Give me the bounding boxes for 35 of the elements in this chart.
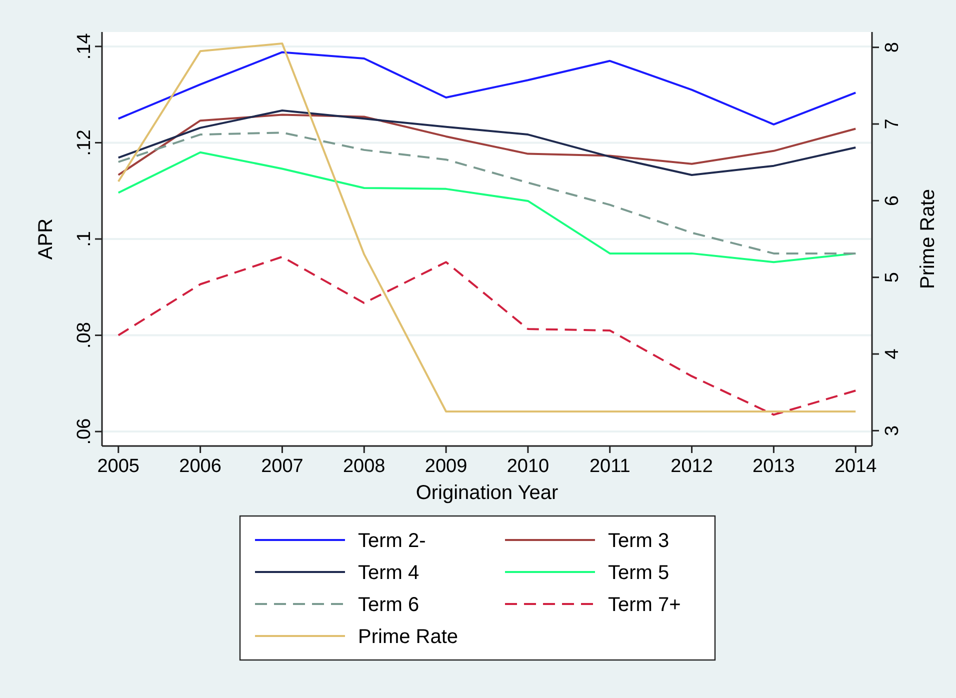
x-tick-label: 2007 xyxy=(261,456,304,477)
x-axis-title: Origination Year xyxy=(416,482,558,504)
x-tick-label: 2006 xyxy=(179,456,222,477)
y2-axis-title: Prime Rate xyxy=(917,188,939,290)
y2-tick-label: 6 xyxy=(882,195,903,206)
line-series xyxy=(117,132,857,254)
y-tick-label: .08 xyxy=(74,322,95,348)
legend-label: Term 6 xyxy=(358,594,420,616)
x-tick-label: 2014 xyxy=(834,456,878,477)
x-tick-label: 2009 xyxy=(424,456,468,477)
legend-label: Term 2- xyxy=(358,530,426,552)
x-tick-label: 2012 xyxy=(670,456,713,477)
x-tick-label: 2005 xyxy=(97,456,140,477)
legend-label: Term 4 xyxy=(358,562,420,584)
y2-tick-label: 5 xyxy=(882,272,903,283)
y-tick-label: .06 xyxy=(74,418,95,445)
legend-label: Prime Rate xyxy=(358,626,458,648)
y2-tick-label: 7 xyxy=(882,118,903,130)
x-tick-label: 2008 xyxy=(342,456,386,477)
line-series xyxy=(117,256,857,416)
legend-label: Term 5 xyxy=(608,562,670,584)
legend-label: Term 7+ xyxy=(608,594,681,616)
x-tick-label: 2010 xyxy=(506,456,550,477)
x-tick-label: 2011 xyxy=(589,456,630,477)
y-tick-label: .14 xyxy=(74,32,95,60)
y2-tick-label: 4 xyxy=(882,348,903,360)
legend-label: Term 3 xyxy=(608,530,670,552)
y-tick-label: .12 xyxy=(74,130,95,156)
line-series xyxy=(117,42,857,412)
x-tick-label: 2013 xyxy=(752,456,795,477)
line-series xyxy=(117,51,857,126)
y-axis-title: APR xyxy=(35,218,57,260)
y2-tick-label: 8 xyxy=(882,42,903,53)
y2-tick-label: 3 xyxy=(882,425,903,436)
y-tick-label: .1 xyxy=(74,231,95,247)
